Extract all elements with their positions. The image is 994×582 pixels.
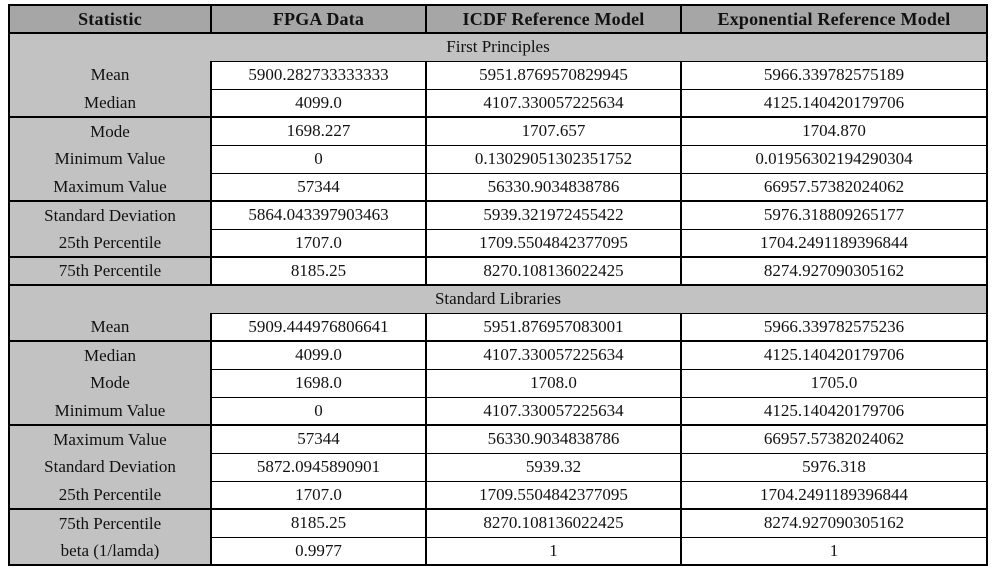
fpga-value: 4099.0 — [210, 340, 427, 370]
exponential-value: 4125.140420179706 — [680, 88, 988, 118]
table-row: 75th Percentile 8185.25 8270.10813602242… — [8, 508, 988, 538]
section-band-row: Standard Libraries — [8, 284, 988, 313]
exponential-value: 4125.140420179706 — [680, 396, 988, 426]
stat-label: Standard Deviation — [8, 453, 212, 481]
table-row: Mean 5900.282733333333 5951.876957082994… — [8, 60, 988, 90]
exponential-value: 8274.927090305162 — [680, 508, 988, 538]
table-row: Standard Deviation 5864.043397903463 593… — [8, 200, 988, 230]
fpga-value: 57344 — [210, 172, 427, 202]
icdf-value: 8270.108136022425 — [425, 256, 682, 286]
table-row: Mean 5909.444976806641 5951.876957083001… — [8, 312, 988, 342]
exponential-value: 1705.0 — [680, 368, 988, 398]
exponential-value: 0.01956302194290304 — [680, 144, 988, 174]
fpga-value: 8185.25 — [210, 256, 427, 286]
table-row: Median 4099.0 4107.330057225634 4125.140… — [8, 88, 988, 118]
table-row: Standard Deviation 5872.0945890901 5939.… — [8, 452, 988, 482]
fpga-value: 5864.043397903463 — [210, 200, 427, 230]
icdf-value: 0.13029051302351752 — [425, 144, 682, 174]
stat-label: Maximum Value — [8, 425, 212, 453]
fpga-value: 57344 — [210, 424, 427, 454]
stat-label: Mode — [8, 369, 212, 397]
icdf-value: 56330.9034838786 — [425, 172, 682, 202]
fpga-value: 0 — [210, 396, 427, 426]
icdf-value: 4107.330057225634 — [425, 88, 682, 118]
table-row: 75th Percentile 8185.25 8270.10813602242… — [8, 256, 988, 286]
icdf-value: 5951.876957083001 — [425, 312, 682, 342]
exponential-value: 4125.140420179706 — [680, 340, 988, 370]
stat-label: Mean — [8, 313, 212, 342]
stat-label: 25th Percentile — [8, 481, 212, 510]
column-header-exponential-model: Exponential Reference Model — [680, 4, 988, 34]
statistics-comparison-table: Statistic FPGA Data ICDF Reference Model… — [8, 4, 988, 566]
column-header-fpga-data: FPGA Data — [210, 4, 427, 34]
exponential-value: 5976.318 — [680, 452, 988, 482]
header-row: Statistic FPGA Data ICDF Reference Model… — [8, 4, 988, 34]
exponential-value: 5966.339782575189 — [680, 60, 988, 90]
exponential-value: 1704.2491189396844 — [680, 480, 988, 510]
table-row: Maximum Value 57344 56330.9034838786 669… — [8, 424, 988, 454]
table-row: Maximum Value 57344 56330.9034838786 669… — [8, 172, 988, 202]
stat-label: 75th Percentile — [8, 257, 212, 286]
stat-label: Median — [8, 341, 212, 369]
stat-label: Maximum Value — [8, 173, 212, 202]
icdf-value: 8270.108136022425 — [425, 508, 682, 538]
table-row: 25th Percentile 1707.0 1709.550484237709… — [8, 228, 988, 258]
icdf-value: 5951.8769570829945 — [425, 60, 682, 90]
icdf-value: 1 — [425, 536, 682, 566]
exponential-value: 1704.870 — [680, 116, 988, 146]
table-row: beta (1/lamda) 0.9977 1 1 — [8, 536, 988, 566]
stat-label: Mode — [8, 117, 212, 145]
table-row: Minimum Value 0 4107.330057225634 4125.1… — [8, 396, 988, 426]
stat-label: Standard Deviation — [8, 201, 212, 229]
table-row: Median 4099.0 4107.330057225634 4125.140… — [8, 340, 988, 370]
stat-label: beta (1/lamda) — [8, 537, 212, 565]
fpga-value: 1698.0 — [210, 368, 427, 398]
table-row: Minimum Value 0 0.13029051302351752 0.01… — [8, 144, 988, 174]
column-header-icdf-model: ICDF Reference Model — [425, 4, 682, 34]
exponential-value: 66957.57382024062 — [680, 172, 988, 202]
column-header-statistic: Statistic — [8, 4, 212, 34]
stat-label: 75th Percentile — [8, 509, 212, 537]
exponential-value: 8274.927090305162 — [680, 256, 988, 286]
fpga-value: 5909.444976806641 — [210, 312, 427, 342]
table-row: Mode 1698.0 1708.0 1705.0 — [8, 368, 988, 398]
icdf-value: 5939.32 — [425, 452, 682, 482]
exponential-value: 66957.57382024062 — [680, 424, 988, 454]
icdf-value: 1708.0 — [425, 368, 682, 398]
fpga-value: 4099.0 — [210, 88, 427, 118]
stat-label: 25th Percentile — [8, 229, 212, 258]
fpga-value: 1707.0 — [210, 228, 427, 258]
section-title-first-principles: First Principles — [8, 32, 988, 61]
fpga-value: 5872.0945890901 — [210, 452, 427, 482]
stat-label: Median — [8, 89, 212, 118]
fpga-value: 5900.282733333333 — [210, 60, 427, 90]
icdf-value: 1707.657 — [425, 116, 682, 146]
icdf-value: 5939.321972455422 — [425, 200, 682, 230]
icdf-value: 1709.5504842377095 — [425, 480, 682, 510]
fpga-value: 1707.0 — [210, 480, 427, 510]
icdf-value: 1709.5504842377095 — [425, 228, 682, 258]
table-row: Mode 1698.227 1707.657 1704.870 — [8, 116, 988, 146]
fpga-value: 0.9977 — [210, 536, 427, 566]
exponential-value: 5966.339782575236 — [680, 312, 988, 342]
stat-label: Minimum Value — [8, 397, 212, 426]
icdf-value: 4107.330057225634 — [425, 340, 682, 370]
exponential-value: 5976.318809265177 — [680, 200, 988, 230]
section-title-standard-libraries: Standard Libraries — [8, 284, 988, 313]
fpga-value: 1698.227 — [210, 116, 427, 146]
fpga-value: 0 — [210, 144, 427, 174]
exponential-value: 1704.2491189396844 — [680, 228, 988, 258]
icdf-value: 56330.9034838786 — [425, 424, 682, 454]
exponential-value: 1 — [680, 536, 988, 566]
stat-label: Mean — [8, 61, 212, 89]
fpga-value: 8185.25 — [210, 508, 427, 538]
stat-label: Minimum Value — [8, 145, 212, 173]
section-band-row: First Principles — [8, 32, 988, 61]
table-row: 25th Percentile 1707.0 1709.550484237709… — [8, 480, 988, 510]
icdf-value: 4107.330057225634 — [425, 396, 682, 426]
